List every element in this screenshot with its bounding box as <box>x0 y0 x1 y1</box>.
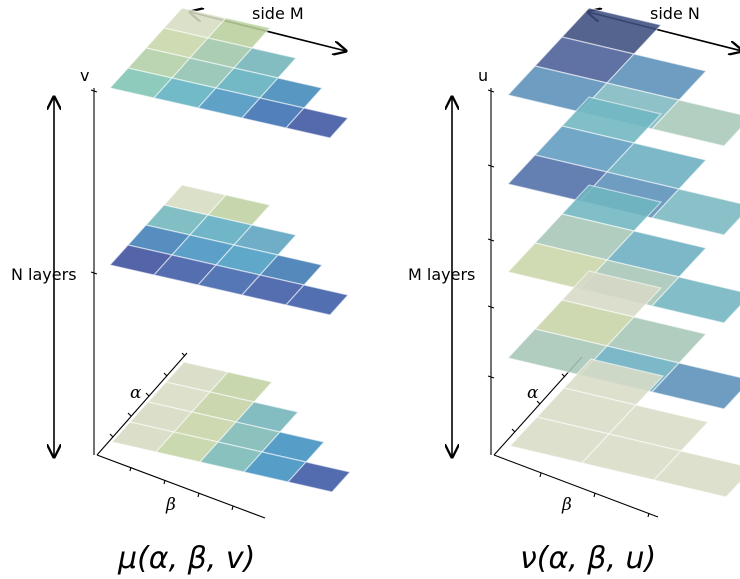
nu-cell <box>650 188 740 236</box>
u-axis-label: u <box>478 66 488 85</box>
nu-cell <box>650 276 740 324</box>
nu-layer-5 <box>508 358 740 498</box>
right-panel: side N M layers u α β <box>408 4 740 576</box>
beta-label-right: β <box>561 495 572 515</box>
m-layers-label: M layers <box>408 265 475 284</box>
alpha-axis-ticks-left <box>109 352 186 438</box>
mu-cell <box>286 461 352 493</box>
beta-axis-ticks-left <box>129 466 234 511</box>
alpha-axis-left <box>96 352 188 456</box>
beta-axis-ticks-right <box>539 472 650 518</box>
alpha-label-left: α <box>130 383 142 403</box>
nu-cell <box>652 450 740 498</box>
mu-cell <box>284 107 350 139</box>
v-axis-ticks <box>90 89 98 275</box>
n-layers-label: N layers <box>11 265 77 284</box>
v-axis-label: v <box>80 66 89 85</box>
nu-cell <box>650 99 740 147</box>
mu-layer-1 <box>108 7 350 139</box>
mu-cell <box>284 284 350 316</box>
beta-axis-left <box>96 454 266 519</box>
u-axis-ticks <box>487 89 495 379</box>
beta-axis-right <box>493 454 659 518</box>
right-layers <box>506 7 740 498</box>
beta-label-left: β <box>165 495 176 515</box>
nu-caption: ν(α, β, u) <box>520 541 656 576</box>
nu-cell <box>650 362 740 410</box>
left-layers <box>108 7 352 493</box>
alpha-label-right: α <box>527 383 539 403</box>
alpha-axis-right <box>493 356 583 456</box>
nu-layer-1 <box>506 7 740 147</box>
mu-caption: μ(α, β, v) <box>117 541 255 576</box>
mu-layer-3 <box>110 361 352 493</box>
alpha-axis-ticks-right <box>511 373 566 433</box>
left-panel: side M N layers v α β <box>11 4 352 576</box>
side-m-label: side M <box>252 4 304 23</box>
mu-layer-2 <box>108 184 350 316</box>
side-n-label: side N <box>650 4 700 23</box>
